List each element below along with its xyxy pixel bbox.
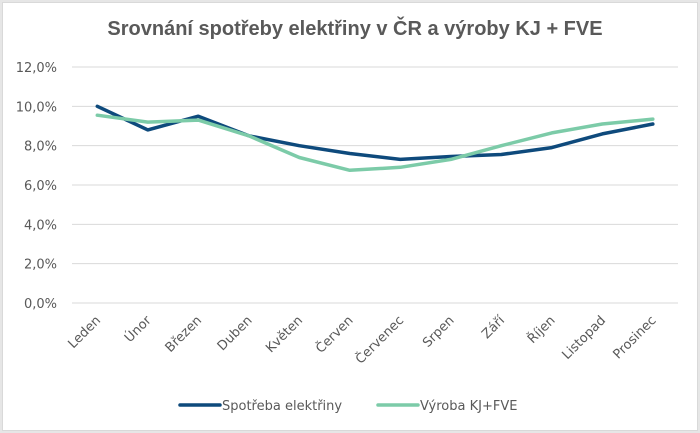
- x-tick-label: Leden: [66, 313, 105, 352]
- x-tick-label: Prosinec: [611, 313, 660, 362]
- legend: Spotřeba elektřiny Výroba KJ+FVE: [178, 399, 517, 414]
- series-lines: [95, 104, 655, 173]
- y-tick-label: 4,0%: [24, 218, 57, 233]
- y-tick-label: 6,0%: [24, 179, 57, 194]
- x-tick-label: Únor: [121, 312, 155, 346]
- x-tick-label: Srpen: [420, 313, 458, 351]
- x-tick-label: Březen: [163, 313, 205, 355]
- y-tick-label: 2,0%: [24, 258, 57, 273]
- y-tick-label: 8,0%: [24, 140, 57, 155]
- x-tick-label: Červenec: [352, 313, 407, 368]
- y-tick-label: 0,0%: [24, 297, 57, 312]
- gridlines: [72, 66, 678, 304]
- x-tick-label: Říjen: [524, 313, 558, 347]
- y-tick-label: 10,0%: [16, 100, 57, 115]
- legend-label: Spotřeba elektřiny: [222, 399, 342, 414]
- x-tick-label: Duben: [215, 313, 256, 354]
- y-tick-label: 12,0%: [16, 61, 57, 76]
- x-tick-label: Listopad: [559, 313, 609, 363]
- series-line-2: [95, 113, 655, 173]
- x-tick-label: Září: [479, 313, 508, 342]
- x-axis-ticks: Leden Únor Březen Duben Květen ČervenČervenec…: [66, 312, 660, 367]
- series-line-1: [95, 104, 655, 162]
- chart-title: Srovnání spotřeby elektřiny v ČR a výrob…: [107, 16, 602, 40]
- x-tick-label: Květen: [263, 313, 306, 356]
- y-axis-ticks: 0,0% 2,0% 4,0% 6,0% 8,0% 10,0% 12,0%: [16, 61, 57, 312]
- x-tick-label: Červen: [312, 313, 356, 357]
- legend-label: Výroba KJ+FVE: [420, 399, 517, 414]
